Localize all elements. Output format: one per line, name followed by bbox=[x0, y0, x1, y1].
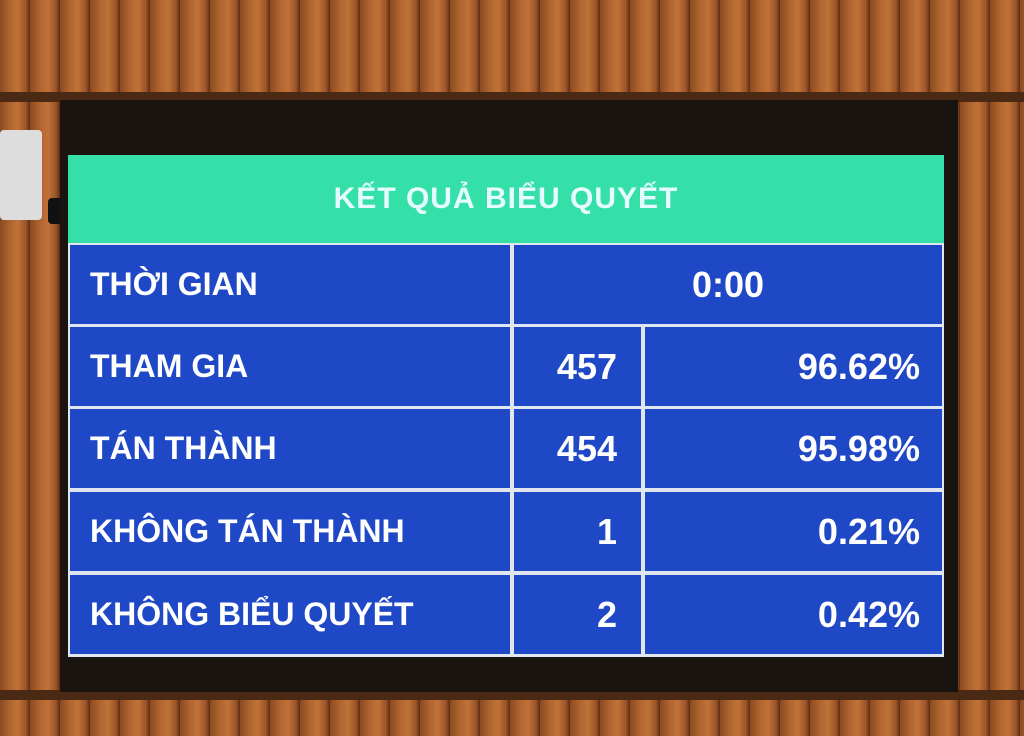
result-row: KHÔNG TÁN THÀNH 1 0.21% bbox=[68, 490, 944, 571]
row-percent: 0.21% bbox=[645, 492, 942, 571]
row-percent: 0.42% bbox=[645, 575, 942, 654]
lower-wall-beam bbox=[0, 690, 1024, 700]
time-row: THỜI GIAN 0:00 bbox=[68, 243, 944, 324]
board-title: KẾT QUẢ BIỂU QUYẾT bbox=[68, 155, 944, 243]
upper-wall-beam bbox=[0, 92, 1024, 102]
row-count: 2 bbox=[514, 575, 641, 654]
row-label: KHÔNG BIỂU QUYẾT bbox=[70, 575, 510, 654]
row-count: 454 bbox=[514, 409, 641, 488]
voting-result-board: KẾT QUẢ BIỂU QUYẾT THỜI GIAN 0:00 THAM G… bbox=[68, 155, 944, 657]
row-count: 457 bbox=[514, 327, 641, 406]
time-label: THỜI GIAN bbox=[70, 245, 510, 324]
row-label: TÁN THÀNH bbox=[70, 409, 510, 488]
row-percent: 96.62% bbox=[645, 327, 942, 406]
camera-icon bbox=[0, 130, 42, 220]
result-row: THAM GIA 457 96.62% bbox=[68, 325, 944, 406]
row-count: 1 bbox=[514, 492, 641, 571]
time-value: 0:00 bbox=[514, 245, 942, 324]
result-row: TÁN THÀNH 454 95.98% bbox=[68, 407, 944, 488]
row-label: KHÔNG TÁN THÀNH bbox=[70, 492, 510, 571]
row-percent: 95.98% bbox=[645, 409, 942, 488]
row-label: THAM GIA bbox=[70, 327, 510, 406]
result-row: KHÔNG BIỂU QUYẾT 2 0.42% bbox=[68, 573, 944, 654]
